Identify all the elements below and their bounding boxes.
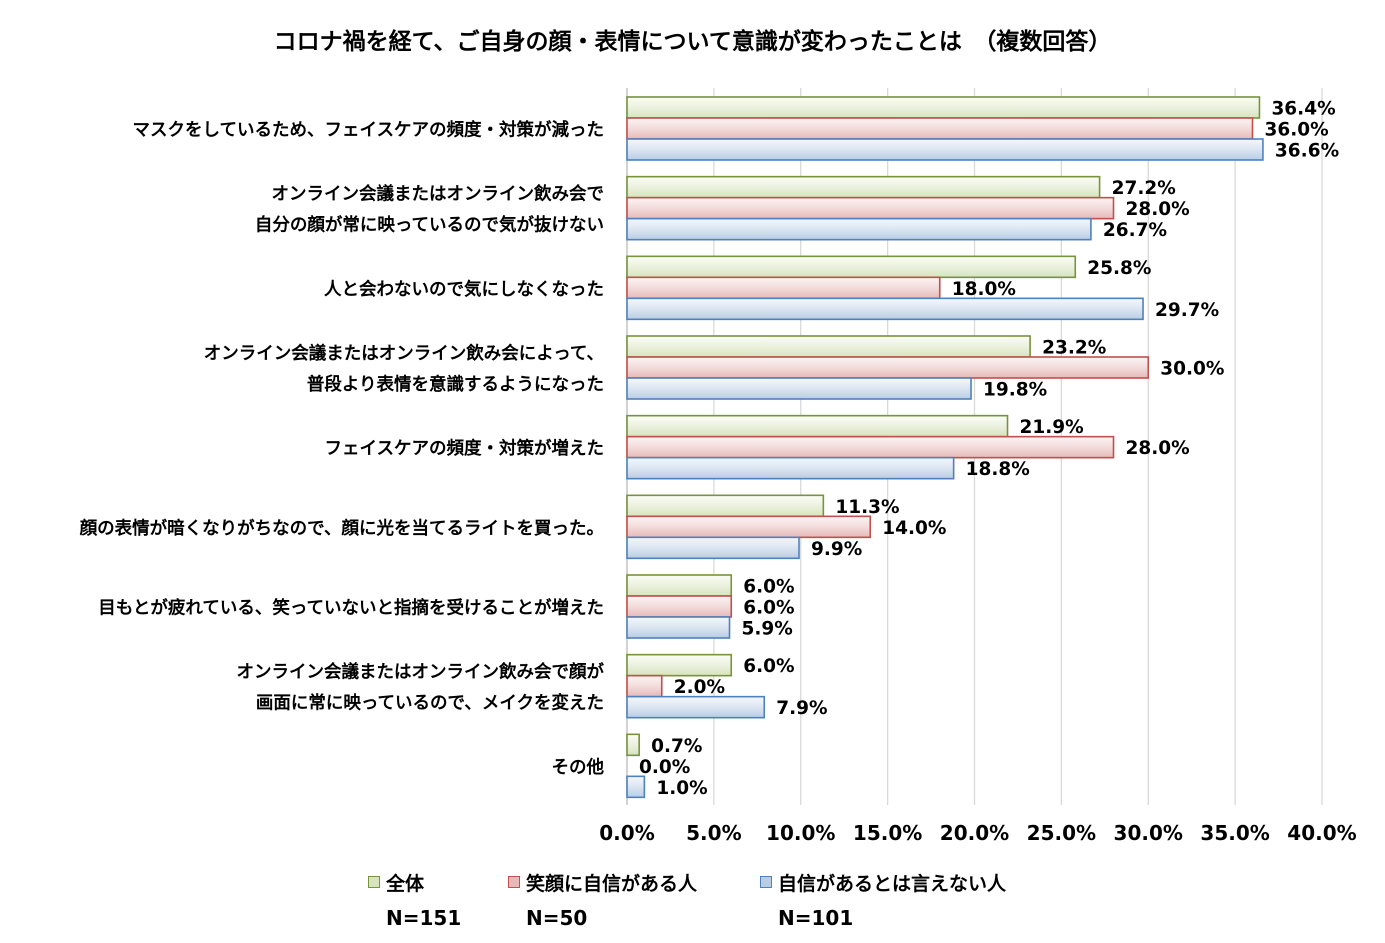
x-tick-label: 40.0%: [1287, 821, 1356, 845]
bar-confident: [626, 435, 1115, 459]
data-label-confident: 14.0%: [882, 518, 946, 539]
category-label: マスクをしているため、フェイスケアの頻度・対策が減った: [133, 120, 604, 141]
data-label-all: 27.2%: [1112, 178, 1176, 199]
bar-all: [626, 335, 1031, 358]
bar-all: [626, 255, 1077, 279]
bar-confident: [626, 196, 1115, 220]
category-label: オンライン会議またはオンライン飲み会で顔が: [237, 662, 605, 683]
legend-item-not-confident: 自信があるとは言えない人: [760, 870, 1007, 895]
sample-size-all: N=151: [386, 906, 462, 930]
x-tick-label: 10.0%: [766, 821, 835, 845]
bar-confident: [626, 595, 733, 618]
x-tick-label: 25.0%: [1027, 821, 1096, 845]
data-label-all: 11.3%: [835, 497, 899, 518]
category-label: 自分の顔が常に映っているので気が抜けない: [255, 215, 604, 236]
chart-title: コロナ禍を経て、ご自身の顔・表情について意識が変わったことは （複数回答）: [273, 29, 1112, 55]
category-label: 目もとが疲れている、笑っていないと指摘を受けることが増えた: [98, 598, 604, 619]
category-label: 画面に常に映っているので、メイクを変えた: [256, 693, 604, 714]
data-label-confident: 28.0%: [1126, 199, 1190, 220]
bar-not-confident: [626, 616, 731, 639]
bar-all: [626, 175, 1101, 199]
data-label-all: 0.7%: [651, 736, 702, 757]
x-tick-label: 0.0%: [599, 821, 654, 845]
category-label: 普段より表情を意識するようになった: [307, 374, 604, 395]
data-label-confident: 0.0%: [639, 757, 690, 778]
bar-all: [626, 653, 733, 677]
bar-all: [626, 733, 640, 757]
bar-confident: [626, 356, 1150, 379]
legend-swatch-all: [368, 876, 380, 888]
x-tick-label: 30.0%: [1114, 821, 1183, 845]
data-label-not-confident: 1.0%: [656, 778, 707, 799]
bar-confident: [626, 674, 663, 698]
data-label-not-confident: 5.9%: [742, 619, 793, 640]
category-label: その他: [552, 757, 605, 778]
bar-not-confident: [626, 217, 1092, 241]
legend-label-not-confident: 自信があるとは言えない人: [778, 872, 1007, 895]
data-label-confident: 2.0%: [674, 677, 725, 698]
bar-not-confident: [626, 695, 766, 719]
data-label-confident: 30.0%: [1160, 359, 1224, 380]
bar-all: [626, 494, 825, 518]
data-label-confident: 28.0%: [1126, 438, 1190, 459]
bar-confident: [626, 515, 872, 539]
data-label-all: 21.9%: [1020, 417, 1084, 438]
data-label-confident: 36.0%: [1265, 120, 1329, 141]
x-tick-label: 35.0%: [1200, 821, 1269, 845]
x-tick-label: 5.0%: [686, 821, 741, 845]
data-label-all: 36.4%: [1271, 99, 1335, 120]
data-label-not-confident: 9.9%: [811, 539, 862, 560]
legend-item-all: 全体: [368, 870, 425, 895]
bar-all: [626, 574, 733, 597]
data-label-all: 25.8%: [1087, 258, 1151, 279]
bar-all: [626, 414, 1009, 438]
bar-confident: [626, 276, 941, 300]
data-label-all: 6.0%: [743, 656, 794, 677]
category-label: オンライン会議またはオンライン飲み会によって、: [204, 343, 604, 364]
legend-label-confident: 笑顔に自信がある人: [526, 872, 698, 895]
legend-swatch-confident: [508, 876, 520, 888]
data-label-not-confident: 18.8%: [966, 459, 1030, 480]
category-label: 顔の表情が暗くなりがちなので、顔に光を当てるライトを買った。: [79, 518, 604, 539]
x-tick-label: 20.0%: [940, 821, 1009, 845]
bar-not-confident: [626, 775, 646, 799]
bar-not-confident: [626, 138, 1264, 161]
data-label-not-confident: 26.7%: [1103, 220, 1167, 241]
bar-all: [626, 96, 1261, 119]
x-tick-label: 15.0%: [853, 821, 922, 845]
data-label-all: 6.0%: [743, 577, 794, 598]
sample-size-not-confident: N=101: [778, 906, 854, 930]
bar-not-confident: [626, 456, 955, 480]
sample-size-confident: N=50: [526, 906, 588, 930]
legend-label-all: 全体: [386, 872, 425, 895]
bar-confident: [626, 117, 1254, 140]
data-label-not-confident: 7.9%: [776, 698, 827, 719]
data-label-not-confident: 29.7%: [1155, 300, 1219, 321]
data-label-confident: 18.0%: [952, 279, 1016, 300]
category-label: 人と会わないので気にしなくなった: [324, 279, 604, 300]
bar-not-confident: [626, 377, 972, 400]
category-label: フェイスケアの頻度・対策が増えた: [325, 438, 604, 459]
bar-not-confident: [626, 536, 800, 560]
data-label-not-confident: 36.6%: [1275, 141, 1339, 162]
data-label-all: 23.2%: [1042, 338, 1106, 359]
category-label: オンライン会議またはオンライン飲み会で: [272, 184, 605, 205]
data-label-not-confident: 19.8%: [983, 380, 1047, 401]
data-label-confident: 6.0%: [743, 598, 794, 619]
legend-swatch-not-confident: [760, 876, 772, 888]
bar-not-confident: [626, 297, 1144, 321]
legend-item-confident: 笑顔に自信がある人: [508, 870, 698, 895]
